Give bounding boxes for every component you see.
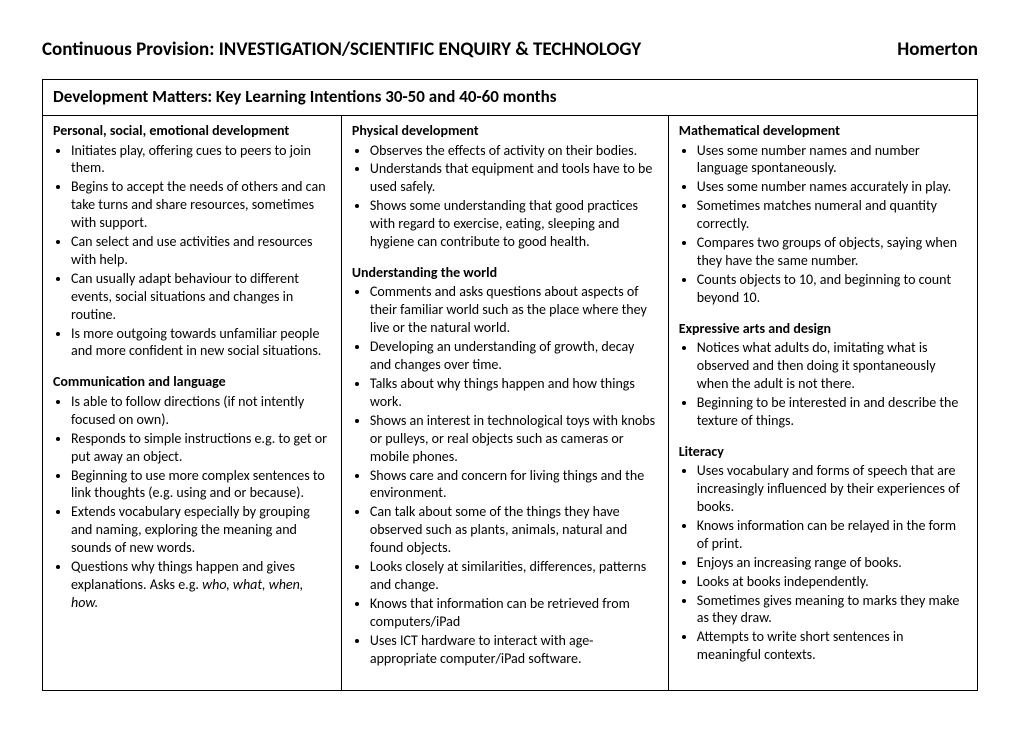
list-item: Can usually adapt behaviour to different…	[71, 270, 331, 325]
col1-heading-2: Communication and language	[53, 373, 331, 391]
col3-heading-3: Literacy	[679, 443, 967, 461]
list-item: Developing an understanding of growth, d…	[370, 338, 658, 375]
col3-heading-2: Expressive arts and design	[679, 320, 967, 338]
list-item: Compares two groups of objects, saying w…	[697, 234, 967, 271]
col2-list-2: Comments and asks questions about aspect…	[352, 283, 658, 668]
column-2: Physical development Observes the effect…	[342, 116, 669, 690]
list-item: Begins to accept the needs of others and…	[71, 178, 331, 233]
list-item: Looks closely at similarities, differenc…	[370, 558, 658, 595]
list-item: Counts objects to 10, and beginning to c…	[697, 271, 967, 308]
column-3: Mathematical development Uses some numbe…	[669, 116, 977, 690]
list-item: Observes the effects of activity on thei…	[370, 142, 658, 161]
list-item: Uses some number names accurately in pla…	[697, 178, 967, 197]
page-header: Continuous Provision: INVESTIGATION/SCIE…	[42, 38, 978, 61]
list-item: Understands that equipment and tools hav…	[370, 160, 658, 197]
list-item: Extends vocabulary especially by groupin…	[71, 503, 331, 558]
col2-list-1: Observes the effects of activity on thei…	[352, 142, 658, 252]
list-item: Beginning to be interested in and descri…	[697, 394, 967, 431]
section-title: Development Matters: Key Learning Intent…	[43, 80, 977, 116]
header-title-right: Homerton	[897, 38, 978, 61]
list-item: Sometimes gives meaning to marks they ma…	[697, 592, 967, 629]
list-item: Comments and asks questions about aspect…	[370, 283, 658, 338]
list-item: Uses ICT hardware to interact with age-a…	[370, 632, 658, 669]
list-item: Responds to simple instructions e.g. to …	[71, 430, 331, 467]
list-item: Beginning to use more complex sentences …	[71, 467, 331, 504]
list-item: Shows an interest in technological toys …	[370, 412, 658, 467]
col2-heading-2: Understanding the world	[352, 264, 658, 282]
list-item: Sometimes matches numeral and quantity c…	[697, 197, 967, 234]
col3-list-2: Notices what adults do, imitating what i…	[679, 339, 967, 431]
list-item: Is more outgoing towards unfamiliar peop…	[71, 325, 331, 362]
list-item: Questions why things happen and gives ex…	[71, 558, 331, 613]
list-item: Shows some understanding that good pract…	[370, 197, 658, 252]
column-1: Personal, social, emotional development …	[43, 116, 342, 690]
list-item: Can select and use activities and resour…	[71, 233, 331, 270]
col1-list-2: Is able to follow directions (if not int…	[53, 393, 331, 613]
list-item: Looks at books independently.	[697, 573, 967, 592]
col3-list-3: Uses vocabulary and forms of speech that…	[679, 462, 967, 665]
list-item: Shows care and concern for living things…	[370, 467, 658, 504]
list-item: Knows information can be relayed in the …	[697, 517, 967, 554]
list-item: Can talk about some of the things they h…	[370, 503, 658, 558]
list-item: Initiates play, offering cues to peers t…	[71, 142, 331, 179]
list-item: Notices what adults do, imitating what i…	[697, 339, 967, 394]
list-item: Talks about why things happen and how th…	[370, 375, 658, 412]
list-item: Knows that information can be retrieved …	[370, 595, 658, 632]
col3-heading-1: Mathematical development	[679, 122, 967, 140]
header-title-left: Continuous Provision: INVESTIGATION/SCIE…	[42, 38, 641, 61]
list-item: Is able to follow directions (if not int…	[71, 393, 331, 430]
list-item: Enjoys an increasing range of books.	[697, 554, 967, 573]
list-item: Attempts to write short sentences in mea…	[697, 628, 967, 665]
col2-heading-1: Physical development	[352, 122, 658, 140]
list-item: Uses some number names and number langua…	[697, 142, 967, 179]
col1-list-1: Initiates play, offering cues to peers t…	[53, 142, 331, 362]
col1-heading-1: Personal, social, emotional development	[53, 122, 331, 140]
content-frame: Development Matters: Key Learning Intent…	[42, 79, 978, 691]
list-item: Uses vocabulary and forms of speech that…	[697, 462, 967, 517]
col3-list-1: Uses some number names and number langua…	[679, 142, 967, 308]
columns-container: Personal, social, emotional development …	[43, 116, 977, 690]
